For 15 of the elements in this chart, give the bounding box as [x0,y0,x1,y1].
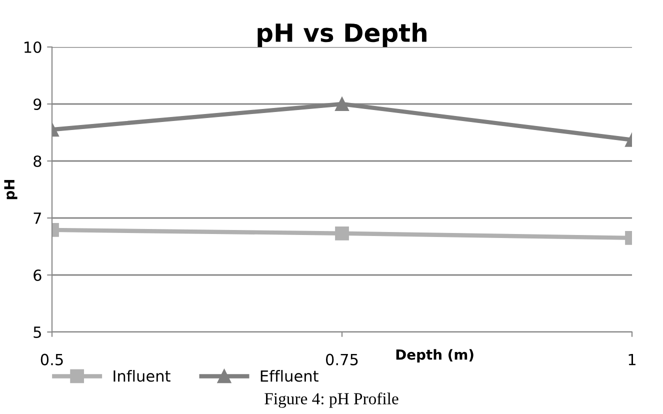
x-tick-label: 0.75 [326,354,358,366]
x-tick-label: 1 [628,354,636,366]
chart-title: pH vs Depth [258,22,426,47]
y-axis-title: pH [4,180,18,200]
y-tick-label: 8 [34,155,42,168]
x-tick-label: 0.5 [40,354,63,366]
y-tick-label: 6 [34,269,42,282]
y-tick-label: 10 [24,41,42,54]
y-tick-label: 9 [34,98,42,110]
x-axis-title: Depth (m) [396,349,474,363]
caption: Figure 4: pH Profile [264,392,398,408]
y-tick-label: 5 [34,326,41,338]
legend-label: Influent [114,370,170,382]
y-tick-label: 7 [34,212,41,224]
legend-label: Effluent [260,370,318,382]
